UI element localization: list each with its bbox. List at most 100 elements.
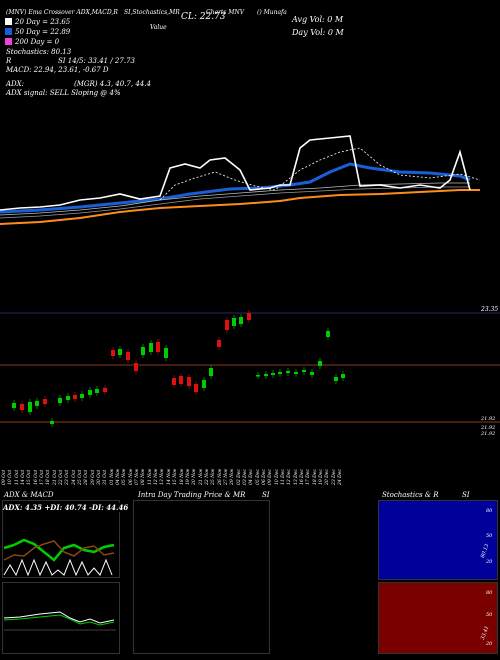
stoch-scale-50: 50 <box>486 533 493 539</box>
adx-signal: ADX signal: SELL Sloping @ 4% <box>6 89 121 97</box>
macd-signal-line <box>3 614 115 626</box>
ma200-swatch <box>5 38 12 45</box>
candle-body <box>278 372 282 374</box>
price-label-low-3: 21.92 <box>481 431 496 437</box>
date-label: 21 Nov <box>198 468 204 485</box>
candle-body <box>80 394 84 398</box>
candle-body <box>66 396 70 400</box>
candle-body <box>126 352 130 360</box>
macd-panel <box>2 582 120 654</box>
date-label: 02 Dec <box>236 469 242 485</box>
header-cl: CL: 22.73 <box>181 12 226 22</box>
candle-body <box>43 399 47 404</box>
date-label: 01 Nov <box>109 468 115 485</box>
date-label: 09 Dec <box>268 469 274 485</box>
price-close-line <box>0 135 471 211</box>
header-indicators: SI,Stochastics,MR <box>124 9 180 16</box>
price-label-low-1: 21.92 <box>481 416 496 422</box>
candle-body <box>58 398 62 403</box>
ma20-swatch <box>5 18 12 25</box>
stochastics-stat: Stochastics: 80.13 <box>6 48 72 56</box>
date-label: 24 Oct <box>71 469 77 485</box>
date-label: 14 Nov <box>166 468 172 485</box>
intraday-si-label: SI <box>262 491 270 499</box>
candle-body <box>318 361 322 366</box>
date-label: 23 Oct <box>65 469 71 485</box>
candle-body <box>20 404 24 410</box>
candle-body <box>179 376 183 384</box>
stoch-title: Stochastics & R <box>382 491 439 499</box>
date-label: 18 Oct <box>46 469 52 485</box>
candle-body <box>35 401 39 406</box>
candle-body <box>95 389 99 393</box>
candle-body <box>118 349 122 355</box>
date-label: 29 Oct <box>90 469 96 485</box>
candle-body <box>334 377 338 381</box>
date-label: 16 Oct <box>33 469 39 485</box>
candle-body <box>225 320 229 330</box>
date-label: 15 Nov <box>173 468 179 485</box>
candle-body <box>302 370 306 372</box>
date-label: 12 Dec <box>287 469 293 485</box>
date-label: 06 Nov <box>128 468 134 485</box>
adx-plus-di-line <box>3 538 115 562</box>
date-label: 04 Nov <box>116 468 122 485</box>
macd-line <box>3 611 115 624</box>
candle-body <box>156 342 160 352</box>
stoch-scale-20: 20 <box>486 559 493 565</box>
ma-grey-line-1 <box>0 182 470 216</box>
candle-body <box>187 377 191 386</box>
candle-body <box>341 374 345 378</box>
candle-body <box>111 350 115 356</box>
date-label: 13 Nov <box>160 468 166 485</box>
price-label-top: 23.35 <box>481 306 499 313</box>
stoch-scale-80: 80 <box>486 508 493 514</box>
date-label: 20 Dec <box>325 469 331 485</box>
candle-body <box>73 395 77 399</box>
ma-orange-line <box>0 189 480 225</box>
date-label: 16 Dec <box>299 469 305 485</box>
candle-body <box>172 378 176 385</box>
adx-values: ADX: 4.35 +DI: 40.74 -DI: 44.46 <box>3 503 129 512</box>
date-label: 15 Oct <box>27 469 33 485</box>
date-label: 07 Nov <box>135 468 141 485</box>
date-label: 31 Oct <box>103 469 109 485</box>
date-label: 22 Oct <box>59 469 65 485</box>
r-label: R <box>6 57 12 65</box>
candle-body <box>232 318 236 326</box>
date-label: 13 Dec <box>293 469 299 485</box>
adx-line <box>3 558 113 577</box>
date-label: 03 Dec <box>242 469 248 485</box>
candle-body <box>271 373 275 375</box>
date-label: 21 Oct <box>52 469 58 485</box>
header-symbol-line: (MNV) Ema Crossover ADX,MACD,R <box>6 9 118 16</box>
candle-body <box>256 375 260 377</box>
candle-body <box>141 347 145 355</box>
avg-vol: Avg Vol: 0 M <box>292 15 344 24</box>
candle-body <box>88 390 92 395</box>
candle-body <box>310 372 314 375</box>
adx-macd-title: ADX & MACD <box>4 491 54 499</box>
date-label: 11 Dec <box>280 469 286 485</box>
si-stat: SI 14/5: 33.41 / 27.73 <box>58 57 135 65</box>
candle-body <box>103 388 107 392</box>
date-label: 09 Oct <box>2 469 7 485</box>
candle-body <box>164 348 168 358</box>
candle-body <box>209 368 213 376</box>
price-label-low-2: 21.92 <box>481 425 496 431</box>
date-label: 29 Nov <box>230 468 236 485</box>
candle-body <box>149 343 153 352</box>
candle-body <box>12 403 16 408</box>
candle-body <box>202 380 206 388</box>
date-label: 10 Dec <box>274 469 280 485</box>
date-label: 12 Nov <box>154 468 160 485</box>
adx-label: ADX: <box>6 80 25 88</box>
candle-body <box>194 384 198 392</box>
date-label: 30 Oct <box>97 469 103 485</box>
header-value-note: Value <box>150 24 167 31</box>
date-label: 11 Oct <box>14 469 20 485</box>
date-label: 17 Oct <box>40 469 46 485</box>
candle-body <box>217 340 221 347</box>
date-label: 10 Oct <box>8 469 14 485</box>
date-label: 27 Nov <box>223 468 229 485</box>
